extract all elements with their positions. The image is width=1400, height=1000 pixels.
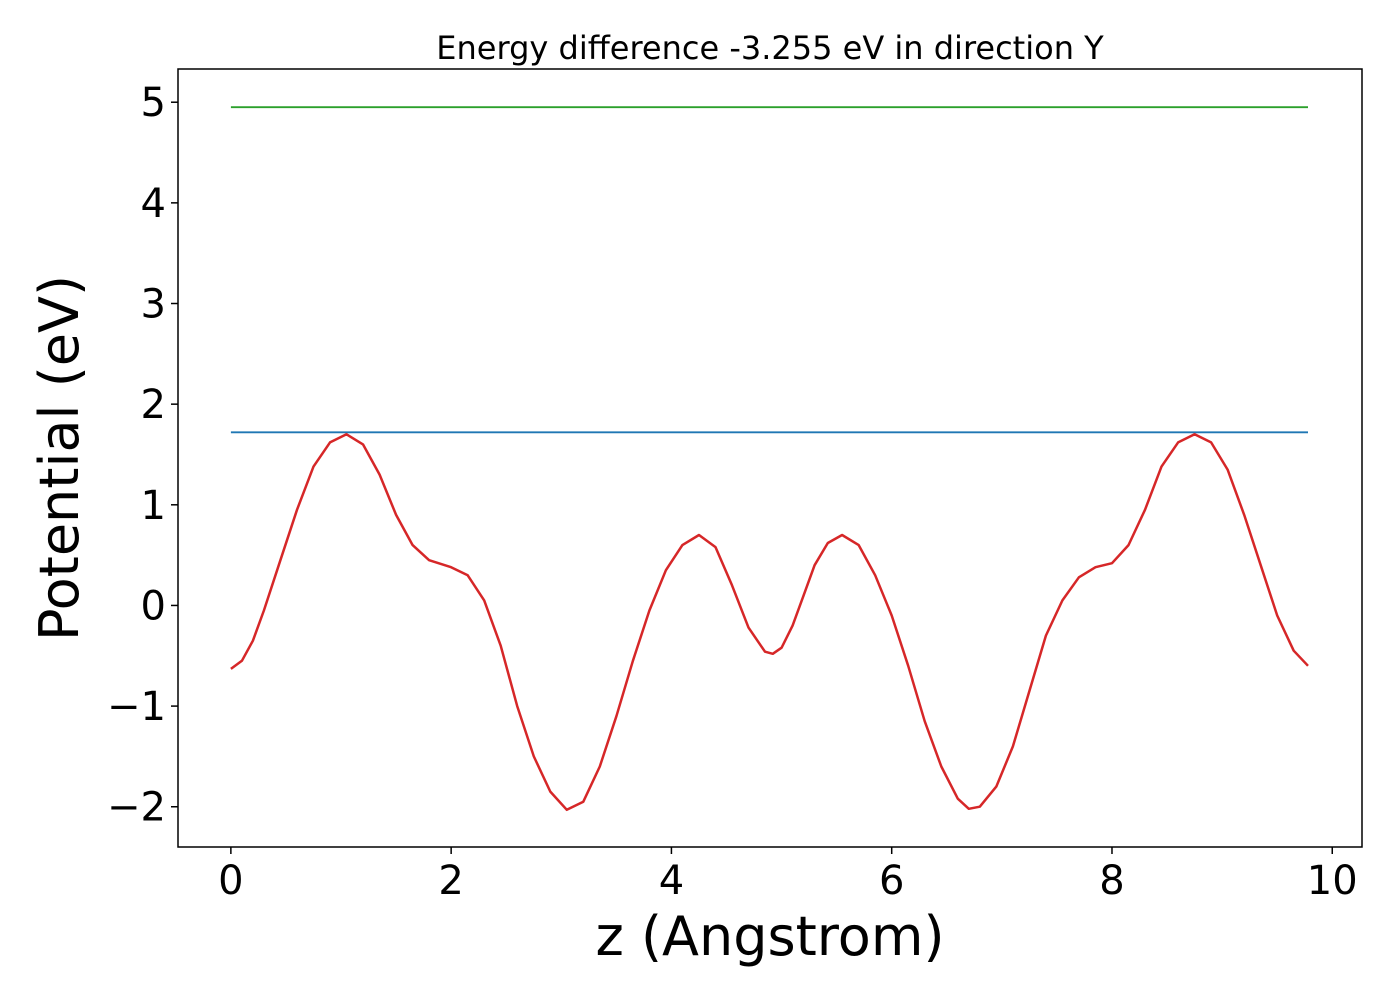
chart-title: Energy difference -3.255 eV in direction… [436,29,1104,67]
y-tick-label: 1 [141,483,166,529]
series-line-2 [230,433,1309,812]
plot-frame [177,68,1363,848]
x-tick-label: 8 [1099,858,1124,904]
x-tick-label: 0 [218,858,243,904]
y-tick-label: 5 [141,80,166,126]
y-tick-label: 2 [141,382,166,428]
plot-series [230,106,1309,812]
y-tick-label: −1 [107,684,166,730]
y-axis-ticks: −2 −1 0 1 2 3 4 5 [107,80,178,831]
y-axis-label: Potential (eV) [28,275,91,641]
x-tick-label: 10 [1307,858,1358,904]
y-tick-label: −2 [107,785,166,831]
x-tick-label: 6 [879,858,904,904]
x-axis-ticks: 0 2 4 6 8 10 [218,847,1358,904]
y-tick-label: 0 [141,583,166,629]
x-tick-label: 4 [659,858,684,904]
y-tick-label: 3 [141,282,166,328]
x-axis-label: z (Angstrom) [595,905,944,968]
x-tick-label: 2 [438,858,463,904]
y-tick-label: 4 [141,181,166,227]
